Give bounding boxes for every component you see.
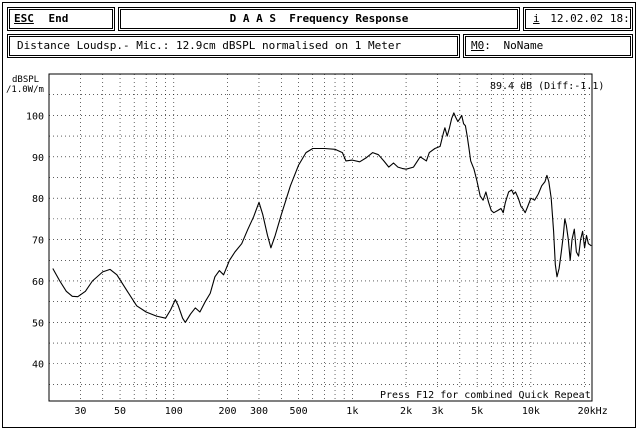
end-label: End bbox=[48, 12, 69, 25]
x-tick-label: 200 bbox=[219, 406, 237, 417]
esc-key-label: ESC bbox=[14, 12, 34, 25]
window-frame bbox=[2, 2, 636, 428]
grid-lines bbox=[49, 74, 592, 401]
y-tick-label: 90 bbox=[32, 153, 44, 164]
response-curve bbox=[52, 112, 592, 323]
y-tick-label: 50 bbox=[32, 318, 44, 329]
level-readout: 89.4 dB (Diff:-1.1) bbox=[490, 81, 604, 92]
y-tick-label: 40 bbox=[32, 360, 44, 371]
x-tick-label: 300 bbox=[250, 406, 268, 417]
y-tick-label: 70 bbox=[32, 236, 44, 247]
info-key-label: i bbox=[533, 12, 540, 25]
x-tick-label: 20kHz bbox=[578, 406, 608, 417]
x-tick-label: 100 bbox=[165, 406, 183, 417]
memory-slot-box[interactable]: M0: NoName bbox=[463, 34, 633, 58]
response-curve-group bbox=[52, 112, 592, 323]
y-tick-label: 80 bbox=[32, 194, 44, 205]
y-tick-label: 100 bbox=[26, 111, 44, 122]
footer-note: Press F12 for combined Quick Repeat bbox=[380, 390, 591, 401]
footer-note-bg bbox=[378, 388, 588, 400]
info-datetime-box[interactable]: i 12.02.02 18:47 bbox=[523, 7, 633, 31]
x-tick-label: 500 bbox=[290, 406, 308, 417]
measurement-description: Distance Loudsp.- Mic.: 12.9cm dBSPL nor… bbox=[17, 39, 402, 52]
y-axis-label-line1: dBSPL bbox=[12, 75, 39, 85]
plot-border bbox=[48, 73, 593, 402]
y-axis-label-line2: /1.0W/m bbox=[6, 85, 44, 95]
title-bar: D A A S Frequency Response bbox=[118, 7, 520, 31]
memory-name: NoName bbox=[503, 39, 544, 52]
y-tick-labels: 100 90 80 70 60 50 40 bbox=[26, 111, 44, 370]
memory-key-label: M0 bbox=[471, 39, 485, 52]
x-tick-labels: 30 50 100 200 300 500 1k 2k 3k 5k 10k 20kHz bbox=[74, 406, 607, 417]
datetime-label: 12.02.02 18:47 bbox=[550, 12, 630, 25]
measurement-description-box: Distance Loudsp.- Mic.: 12.9cm dBSPL nor… bbox=[7, 34, 460, 58]
y-tick-label: 60 bbox=[32, 277, 44, 288]
esc-end-button[interactable]: ESC End bbox=[7, 7, 115, 31]
x-tick-label: 1k bbox=[346, 406, 358, 417]
x-tick-label: 2k bbox=[400, 406, 412, 417]
x-tick-label: 10k bbox=[522, 406, 540, 417]
page-title: D A A S Frequency Response bbox=[229, 12, 409, 25]
x-tick-label: 30 bbox=[74, 406, 86, 417]
x-tick-label: 5k bbox=[471, 406, 483, 417]
x-tick-label: 3k bbox=[431, 406, 443, 417]
x-tick-label: 50 bbox=[114, 406, 126, 417]
